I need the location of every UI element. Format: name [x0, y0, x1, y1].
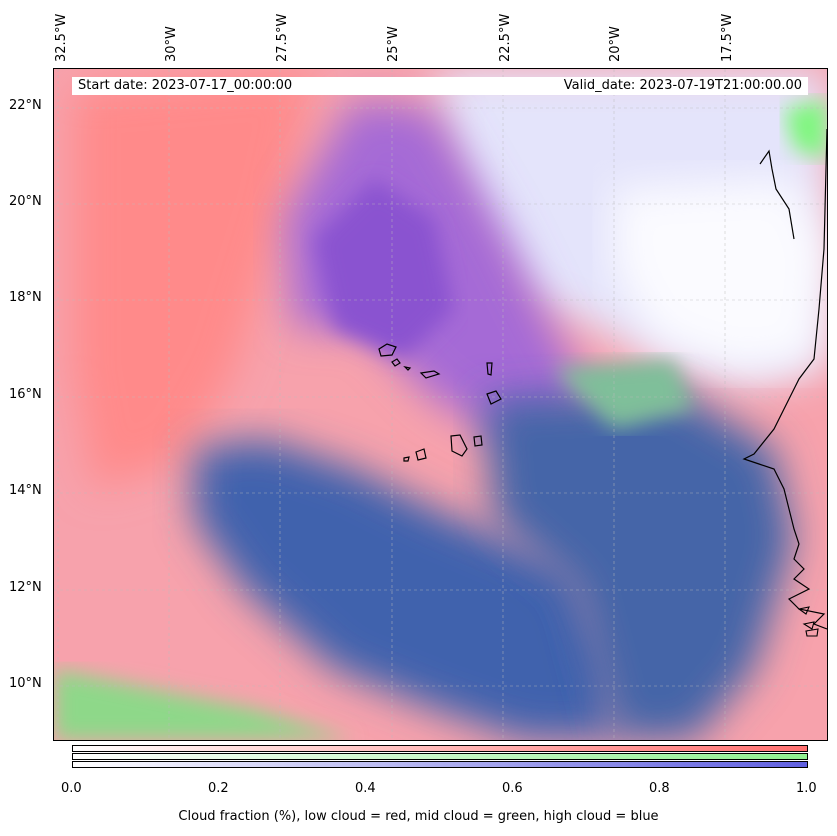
mid-cloud-patch-northeast	[784, 99, 827, 159]
clear-region-east	[614, 179, 827, 369]
lat-label-14n: 14°N	[9, 483, 42, 498]
colorbar-label: Cloud fraction (%), low cloud = red, mid…	[178, 809, 659, 824]
start-date: Start date: 2023-07-17_00:00:00	[78, 78, 293, 93]
lon-label-22-5w: 22.5°W	[498, 13, 513, 62]
dense-cloud-region-southeast	[484, 389, 794, 740]
lon-label-25w: 25°W	[386, 26, 401, 62]
island-santiago	[450, 434, 468, 457]
lat-label-22n: 22°N	[9, 98, 42, 113]
africa-coastline	[742, 128, 827, 630]
island-bijagos-1	[797, 606, 810, 615]
colorbar-tick-1-0: 1.0	[796, 781, 817, 796]
island-maio	[473, 435, 483, 447]
lon-label-27-5w: 27.5°W	[275, 13, 290, 62]
colorbar-tick-0-0: 0.0	[61, 781, 82, 796]
colorbar-tick-0-8: 0.8	[649, 781, 670, 796]
lat-label-20n: 20°N	[9, 194, 42, 209]
lat-label-16n: 16°N	[9, 387, 42, 402]
mid-cloud-patch-coast	[554, 359, 694, 429]
dense-cloud-region-south	[194, 439, 614, 740]
mixed-cloud-swirl-inner	[314, 179, 454, 359]
island-santa-luzia	[403, 366, 412, 371]
graticule	[54, 69, 827, 740]
lon-label-17-5w: 17.5°W	[720, 13, 735, 62]
island-santo-antao	[378, 343, 397, 357]
cape-verde-islands	[378, 343, 502, 462]
colorbar-tick-0-2: 0.2	[208, 781, 229, 796]
cloud-fraction-map[interactable]	[53, 68, 828, 741]
colorbar-tick-0-6: 0.6	[502, 781, 523, 796]
colorbar-mid-cloud	[72, 753, 808, 760]
island-bijagos-3	[805, 628, 819, 637]
island-bijagos-2	[802, 621, 815, 630]
island-sao-nicolau	[419, 370, 441, 379]
bijagos-islands	[797, 606, 819, 637]
colorbar-high-cloud	[72, 761, 808, 768]
lon-label-20w: 20°W	[608, 26, 623, 62]
island-brava	[403, 456, 410, 462]
mid-cloud-strip-south	[54, 669, 354, 740]
colorbar	[72, 745, 808, 771]
low-cloud-band-west	[74, 69, 314, 489]
lat-label-18n: 18°N	[9, 290, 42, 305]
island-boa-vista	[486, 390, 502, 405]
lon-label-30w: 30°W	[164, 26, 179, 62]
coast-north	[759, 149, 795, 240]
lat-label-10n: 10°N	[9, 676, 42, 691]
lat-label-12n: 12°N	[9, 580, 42, 595]
lon-label-32-5w: 32.5°W	[54, 13, 69, 62]
valid-date: Valid_date: 2023-07-19T21:00:00.00	[563, 78, 802, 93]
map-canvas	[54, 69, 827, 740]
colorbar-tick-0-4: 0.4	[355, 781, 376, 796]
island-fogo	[415, 448, 427, 461]
island-sao-vicente	[391, 358, 401, 367]
date-banner: Start date: 2023-07-17_00:00:00 Valid_da…	[72, 77, 808, 95]
island-sal	[486, 362, 493, 376]
colorbar-low-cloud	[72, 745, 808, 752]
